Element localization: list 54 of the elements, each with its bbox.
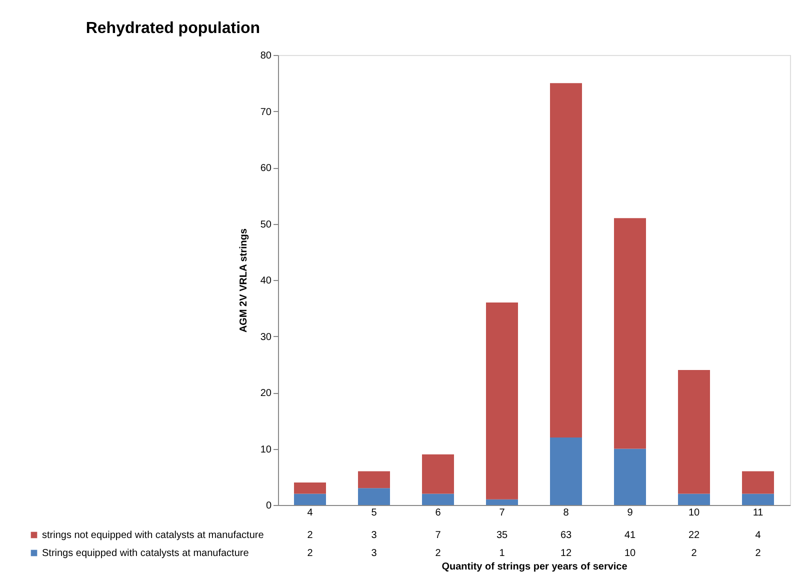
data-label: 3	[371, 530, 378, 541]
data-label: 2	[691, 548, 698, 559]
data-label: 7	[435, 530, 442, 541]
x-tick-label: 11	[752, 508, 764, 518]
data-label: 2	[755, 548, 762, 559]
y-tick-label: 80	[260, 50, 272, 62]
y-tick-label: 50	[260, 219, 272, 230]
x-tick-label: 10	[688, 508, 700, 518]
data-label: 12	[560, 548, 572, 559]
data-label: 1	[499, 548, 506, 559]
chart-title: Rehydrated population	[86, 20, 260, 37]
data-label: 2	[307, 548, 314, 559]
data-label: 3	[371, 548, 378, 559]
bar	[486, 302, 518, 500]
x-tick-label: 8	[563, 508, 570, 518]
y-tick-label: 40	[260, 276, 272, 286]
y-axis-title: AGM 2V VRLA strings	[238, 228, 250, 333]
bar	[614, 448, 646, 505]
bar	[422, 454, 454, 494]
bar	[742, 471, 774, 494]
x-tick-label: 4	[307, 508, 314, 518]
bar	[678, 370, 710, 494]
data-label: 4	[755, 530, 762, 541]
bar	[358, 488, 390, 505]
y-tick-label: 30	[260, 332, 272, 343]
data-label: 22	[688, 530, 700, 541]
bar	[550, 438, 582, 505]
x-axis-title: Quantity of strings per years of service	[442, 562, 628, 572]
data-label: 63	[560, 530, 572, 541]
bar	[486, 499, 518, 505]
bar	[550, 83, 582, 438]
y-tick-label: 60	[260, 163, 272, 174]
legend-label: strings not equipped with catalysts at manufacture	[42, 530, 264, 541]
data-label: 35	[496, 530, 508, 541]
bar	[742, 494, 774, 505]
legend-label: Strings equipped with catalysts at manufacture	[42, 548, 250, 559]
bar	[678, 494, 710, 505]
y-tick-label: 20	[260, 388, 272, 399]
bar	[358, 471, 390, 488]
data-label: 41	[624, 530, 636, 541]
bar	[422, 494, 454, 505]
data-label: 10	[624, 548, 636, 559]
data-label: 2	[435, 548, 442, 559]
y-tick-label: 70	[260, 106, 272, 118]
y-tick-label: 10	[260, 444, 272, 456]
x-tick-label: 6	[435, 508, 442, 518]
bar	[614, 218, 646, 449]
data-label: 2	[307, 530, 314, 541]
x-tick-label: 7	[499, 508, 506, 518]
x-tick-label: 5	[371, 508, 378, 518]
bar	[294, 494, 326, 505]
y-tick-label: 0	[266, 500, 272, 512]
bar	[294, 482, 326, 494]
x-tick-label: 9	[627, 508, 634, 518]
